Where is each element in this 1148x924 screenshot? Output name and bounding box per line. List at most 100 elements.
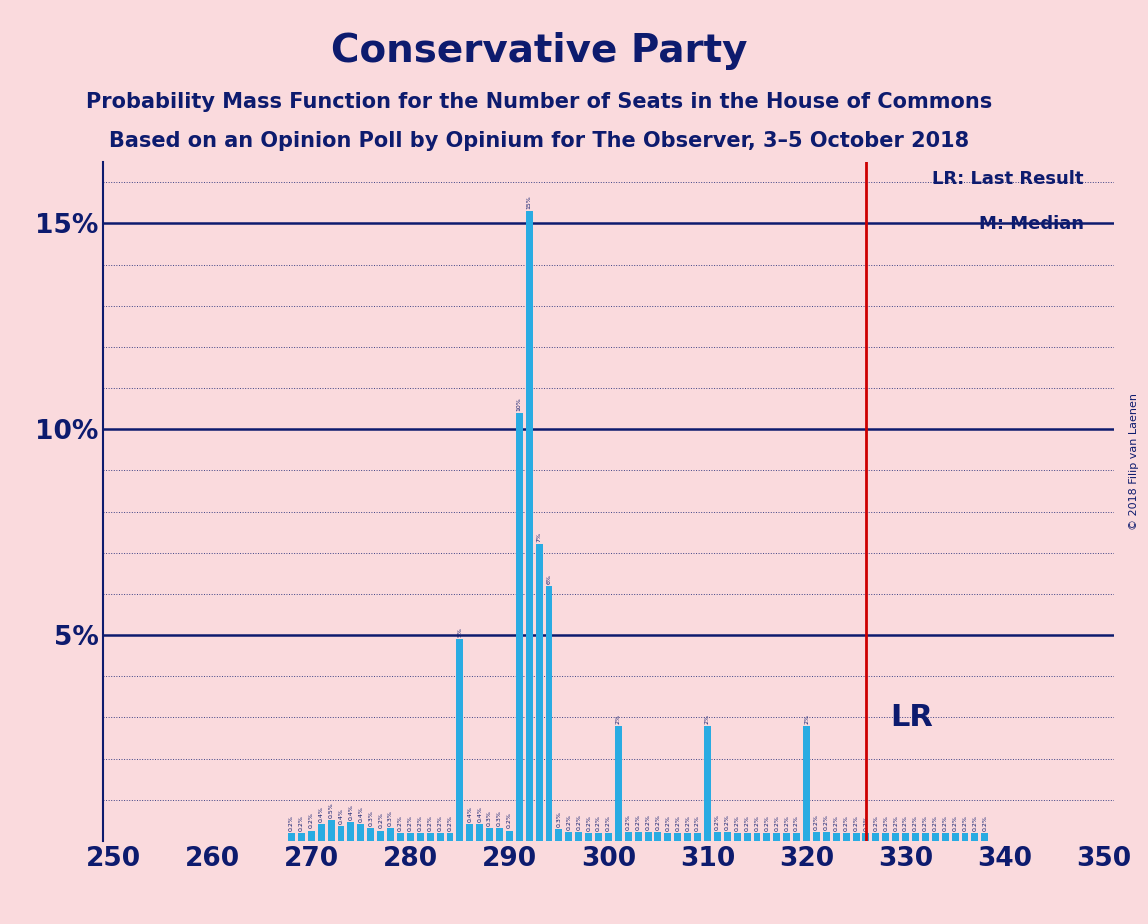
Text: 0.2%: 0.2% bbox=[656, 814, 660, 830]
Bar bbox=[476, 824, 483, 841]
Bar bbox=[774, 833, 781, 841]
Bar bbox=[367, 829, 374, 841]
Text: 0.2%: 0.2% bbox=[724, 814, 730, 830]
Text: 0.2%: 0.2% bbox=[863, 815, 868, 831]
Text: 0.2%: 0.2% bbox=[298, 815, 304, 831]
Text: 0.2%: 0.2% bbox=[626, 814, 630, 830]
Bar bbox=[406, 833, 413, 841]
Text: 0.2%: 0.2% bbox=[428, 815, 433, 831]
Bar bbox=[853, 833, 860, 841]
Text: 0.2%: 0.2% bbox=[695, 815, 700, 831]
Bar bbox=[427, 833, 434, 841]
Text: 0.2%: 0.2% bbox=[923, 815, 928, 831]
Text: 0.2%: 0.2% bbox=[645, 814, 651, 830]
Bar bbox=[447, 833, 453, 841]
Bar bbox=[714, 832, 721, 841]
Bar bbox=[417, 833, 424, 841]
Text: 2%: 2% bbox=[615, 713, 621, 723]
Bar bbox=[387, 829, 394, 841]
Text: 0.2%: 0.2% bbox=[754, 815, 760, 831]
Text: 0.2%: 0.2% bbox=[437, 815, 443, 831]
Bar bbox=[783, 833, 790, 841]
Bar bbox=[704, 725, 711, 841]
Text: 0.2%: 0.2% bbox=[933, 815, 938, 831]
Bar bbox=[585, 833, 592, 841]
Bar bbox=[625, 832, 631, 841]
Text: 10%: 10% bbox=[517, 397, 522, 411]
Bar bbox=[506, 831, 513, 841]
Text: 0.2%: 0.2% bbox=[883, 815, 889, 831]
Text: 0.2%: 0.2% bbox=[735, 815, 739, 831]
Text: 0.3%: 0.3% bbox=[369, 810, 373, 826]
Bar bbox=[338, 826, 344, 841]
Bar bbox=[496, 829, 503, 841]
Text: 0.2%: 0.2% bbox=[765, 815, 769, 831]
Text: 0.2%: 0.2% bbox=[972, 815, 977, 831]
Bar bbox=[813, 832, 820, 841]
Text: 0.3%: 0.3% bbox=[487, 810, 492, 826]
Bar bbox=[457, 639, 464, 841]
Bar bbox=[595, 833, 602, 841]
Bar bbox=[883, 833, 890, 841]
Bar bbox=[615, 725, 622, 841]
Bar bbox=[684, 833, 691, 841]
Bar bbox=[793, 833, 800, 841]
Bar bbox=[804, 725, 810, 841]
Text: 0.2%: 0.2% bbox=[745, 815, 750, 831]
Bar bbox=[941, 833, 948, 841]
Text: M: Median: M: Median bbox=[979, 215, 1084, 233]
Bar bbox=[318, 824, 325, 841]
Text: Conservative Party: Conservative Party bbox=[332, 32, 747, 70]
Text: 0.2%: 0.2% bbox=[943, 815, 948, 831]
Bar bbox=[744, 833, 751, 841]
Text: 0.2%: 0.2% bbox=[606, 815, 611, 831]
Bar bbox=[308, 831, 315, 841]
Text: 0.2%: 0.2% bbox=[398, 815, 403, 831]
Bar bbox=[605, 833, 612, 841]
Text: 0.4%: 0.4% bbox=[478, 807, 482, 822]
Text: LR: Last Result: LR: Last Result bbox=[932, 170, 1084, 188]
Text: 0.2%: 0.2% bbox=[854, 815, 859, 831]
Text: 0.2%: 0.2% bbox=[983, 815, 987, 831]
Text: 0.2%: 0.2% bbox=[675, 815, 681, 831]
Text: 0.2%: 0.2% bbox=[448, 815, 452, 831]
Bar bbox=[654, 832, 661, 841]
Text: 0.2%: 0.2% bbox=[794, 815, 799, 831]
Bar bbox=[862, 833, 869, 841]
Text: 0.2%: 0.2% bbox=[903, 815, 908, 831]
Bar bbox=[466, 824, 473, 841]
Bar bbox=[397, 833, 404, 841]
Text: 0.2%: 0.2% bbox=[507, 812, 512, 829]
Bar bbox=[357, 824, 364, 841]
Bar bbox=[843, 833, 850, 841]
Bar bbox=[565, 832, 573, 841]
Bar bbox=[724, 832, 731, 841]
Text: 7%: 7% bbox=[536, 532, 542, 542]
Text: 2%: 2% bbox=[804, 713, 809, 723]
Bar bbox=[327, 821, 334, 841]
Text: 0.5%: 0.5% bbox=[328, 802, 334, 819]
Text: 0.3%: 0.3% bbox=[557, 811, 561, 827]
Text: 0.2%: 0.2% bbox=[587, 815, 591, 831]
Text: 0.2%: 0.2% bbox=[596, 815, 602, 831]
Text: 0.2%: 0.2% bbox=[814, 814, 819, 830]
Bar bbox=[763, 833, 770, 841]
Text: © 2018 Filip van Laenen: © 2018 Filip van Laenen bbox=[1130, 394, 1139, 530]
Bar bbox=[298, 833, 305, 841]
Text: 0.4%: 0.4% bbox=[339, 808, 343, 824]
Bar bbox=[971, 833, 978, 841]
Bar bbox=[536, 544, 543, 841]
Text: 0.3%: 0.3% bbox=[497, 810, 502, 826]
Text: 0.4%: 0.4% bbox=[358, 807, 363, 822]
Text: 0.2%: 0.2% bbox=[666, 815, 670, 831]
Bar bbox=[962, 833, 969, 841]
Text: 0.2%: 0.2% bbox=[576, 814, 581, 830]
Text: 0.4%: 0.4% bbox=[349, 805, 354, 821]
Text: 0.2%: 0.2% bbox=[685, 815, 690, 831]
Bar bbox=[902, 833, 909, 841]
Text: 0.2%: 0.2% bbox=[378, 812, 383, 829]
Text: 0.2%: 0.2% bbox=[962, 815, 968, 831]
Text: 0.2%: 0.2% bbox=[408, 815, 413, 831]
Bar bbox=[952, 833, 959, 841]
Bar bbox=[734, 833, 740, 841]
